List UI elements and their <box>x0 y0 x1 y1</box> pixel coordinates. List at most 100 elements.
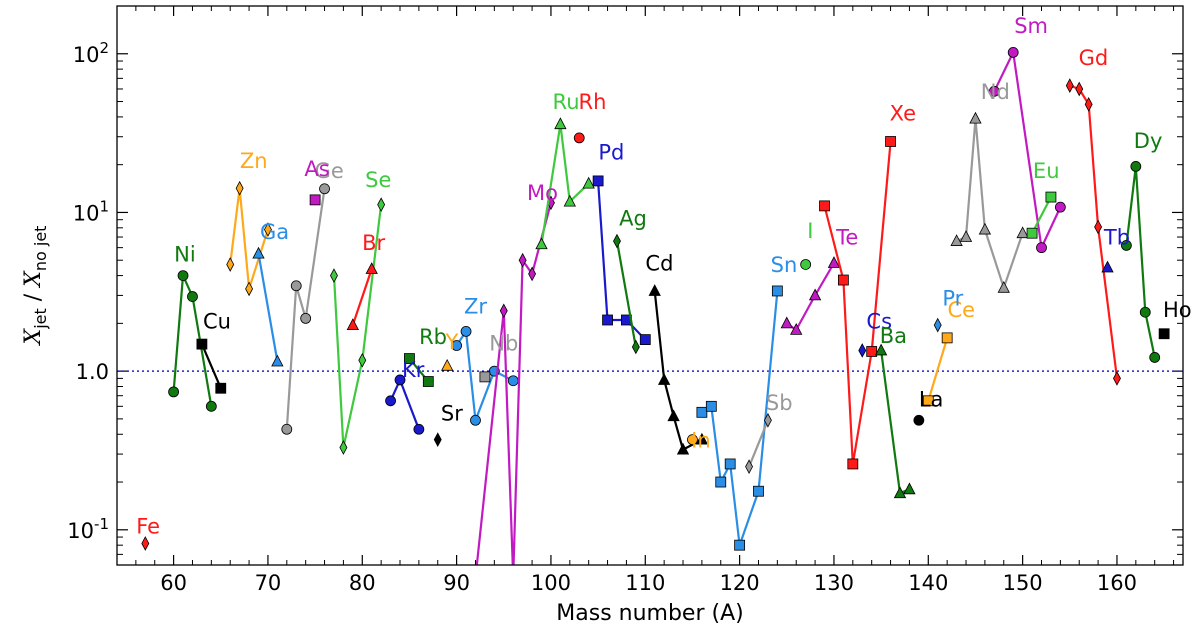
point-ga <box>271 354 284 367</box>
point-zn <box>245 281 254 297</box>
series-as <box>309 194 321 206</box>
point-nb <box>479 371 491 383</box>
x-tick-label: 100 <box>531 571 571 595</box>
series-rb <box>404 353 434 387</box>
label-rh: Rh <box>579 90 607 114</box>
data-series <box>141 47 1170 565</box>
label-ho: Ho <box>1163 298 1192 322</box>
y-title-main-2: X <box>21 270 46 289</box>
point-gd <box>1113 371 1121 386</box>
point-ag <box>613 233 621 249</box>
point-ge <box>290 280 302 292</box>
point-ba <box>903 482 916 495</box>
plot-frame <box>116 5 1184 566</box>
point-gd <box>1094 219 1103 235</box>
point-sn <box>771 285 783 297</box>
series-line-sm <box>993 51 1062 249</box>
label-sb: Sb <box>766 391 793 415</box>
series-line-ni <box>172 274 213 407</box>
series-line-ba <box>880 350 910 495</box>
point-mo <box>518 252 527 268</box>
x-axis-title: Mass number (A) <box>556 601 743 626</box>
series-se <box>330 197 386 455</box>
series-dy <box>1120 161 1161 363</box>
x-tick-label: 110 <box>625 571 665 595</box>
point-ho <box>1158 328 1170 340</box>
point-se <box>377 197 386 212</box>
point-nd <box>997 280 1010 293</box>
point-cd <box>657 373 671 385</box>
label-ge: Ge <box>315 159 344 183</box>
label-ag: Ag <box>619 206 647 230</box>
x-tick-label: 90 <box>443 571 470 595</box>
point-te <box>808 288 822 301</box>
label-in: In <box>691 429 711 453</box>
point-gd <box>1065 78 1074 93</box>
x-tick-label: 120 <box>720 571 760 595</box>
series-line-dy <box>1125 165 1156 358</box>
x-tick-label: 70 <box>255 571 282 595</box>
point-ni <box>168 386 180 398</box>
point-zr <box>470 414 481 426</box>
point-kr <box>413 423 425 435</box>
svg-text:Xjet / Xno jet: Xjet / Xno jet <box>21 226 50 347</box>
series-sn <box>696 285 783 551</box>
point-sm <box>1054 201 1066 213</box>
point-se <box>330 268 338 283</box>
series-rh <box>573 132 585 144</box>
series-zr <box>451 325 519 426</box>
point-rh <box>573 132 585 144</box>
series-sr <box>433 432 442 447</box>
point-cu <box>215 382 227 394</box>
point-y <box>441 358 454 371</box>
x-tick-label: 60 <box>160 571 187 595</box>
series-sm <box>988 47 1066 254</box>
label-rb: Rb <box>419 325 447 349</box>
point-zn <box>226 257 235 272</box>
point-ru <box>563 194 576 207</box>
x-tick-label: 160 <box>1097 571 1137 595</box>
point-tb <box>1101 260 1114 273</box>
label-cs: Cs <box>866 310 892 334</box>
x-tick-label: 80 <box>349 571 376 595</box>
label-y: Y <box>444 330 458 354</box>
series-cd <box>648 284 709 455</box>
series-line-mo <box>475 202 552 565</box>
label-xe: Xe <box>890 101 916 125</box>
x-tick-label: 140 <box>908 571 948 595</box>
series-kr <box>385 374 425 435</box>
point-xe <box>885 136 896 147</box>
point-la <box>913 414 925 426</box>
point-sn <box>724 458 736 470</box>
point-rb <box>422 376 434 387</box>
series-line-ge <box>285 188 326 430</box>
point-nd <box>959 230 973 242</box>
label-br: Br <box>362 231 385 255</box>
point-ge <box>319 183 330 195</box>
series-ni <box>168 270 217 412</box>
point-zr <box>460 325 472 337</box>
point-pd <box>602 314 613 326</box>
point-ge <box>281 423 293 435</box>
series-ce <box>922 332 953 407</box>
point-se <box>358 352 367 368</box>
point-sn <box>715 476 727 488</box>
point-kr <box>385 395 396 407</box>
y-tick-label: 102 <box>73 39 109 67</box>
series-pr <box>933 317 942 333</box>
series-y <box>441 358 454 371</box>
series-line-br <box>351 268 373 326</box>
label-tb: Tb <box>1103 225 1130 249</box>
label-ce: Ce <box>948 298 976 322</box>
label-ni: Ni <box>174 243 196 267</box>
point-ge <box>300 312 312 324</box>
point-gd <box>1075 81 1084 97</box>
label-pr: Pr <box>942 286 963 310</box>
label-sn: Sn <box>771 253 798 277</box>
label-cd: Cd <box>645 252 673 276</box>
series-line-sb <box>748 419 769 468</box>
axis-ticks: 60 70 80 90 100 110 120 130 140 150 160 10-1 1.0 101 1… <box>67 6 1183 595</box>
point-br <box>346 318 360 330</box>
point-ag <box>631 339 640 355</box>
point-pd <box>592 175 604 187</box>
